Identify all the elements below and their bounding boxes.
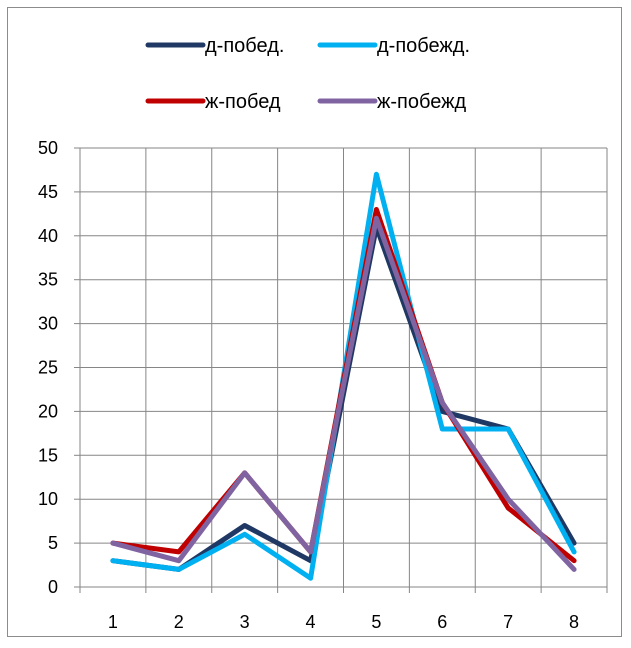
legend: д-побед. д-побежд. ж-побед ж-побежд [145, 35, 470, 113]
axes [74, 147, 608, 593]
legend-label-2: д-побежд. [377, 35, 470, 57]
legend-label-1: д-побед. [205, 35, 284, 57]
y-tick-label-15: 15 [38, 445, 58, 465]
x-tick-label-5: 5 [371, 612, 381, 632]
y-tick-label-25: 25 [38, 358, 58, 378]
y-tick-label-20: 20 [38, 401, 58, 421]
y-tick-label-30: 30 [38, 314, 58, 334]
x-tick-label-3: 3 [240, 612, 250, 632]
x-axis-ticks: 1 2 3 4 5 6 7 8 [108, 612, 579, 632]
y-tick-label-40: 40 [38, 226, 58, 246]
y-tick-label-35: 35 [38, 270, 58, 290]
y-tick-label-50: 50 [38, 138, 58, 158]
legend-label-3: ж-побед [205, 91, 281, 113]
y-tick-label-5: 5 [48, 533, 58, 553]
y-axis-ticks: 0 5 10 15 20 25 30 35 40 45 50 [38, 138, 58, 597]
x-tick-label-4: 4 [306, 612, 316, 632]
x-tick-label-1: 1 [108, 612, 118, 632]
y-tick-label-0: 0 [48, 577, 58, 597]
y-tick-label-45: 45 [38, 182, 58, 202]
legend-label-4: ж-побежд [377, 91, 467, 113]
series-line-4 [110, 215, 577, 572]
grid-lines [79, 147, 608, 587]
series-lines [110, 171, 577, 581]
y-tick-label-10: 10 [38, 489, 58, 509]
x-tick-label-7: 7 [503, 612, 513, 632]
x-tick-label-2: 2 [174, 612, 184, 632]
x-tick-label-6: 6 [437, 612, 447, 632]
x-tick-label-8: 8 [569, 612, 579, 632]
